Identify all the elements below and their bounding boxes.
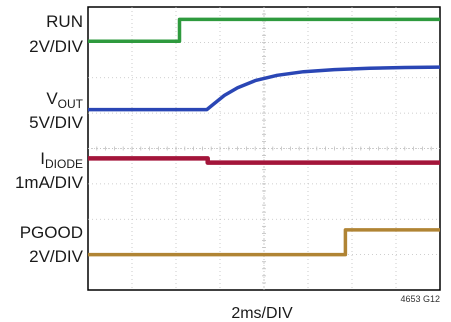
idiode-label: IDIODE bbox=[40, 149, 83, 171]
run-scale-label: 2V/DIV bbox=[29, 37, 84, 56]
idiode-trace bbox=[88, 156, 440, 165]
pgood-trace bbox=[88, 228, 440, 257]
run-trace bbox=[88, 17, 440, 44]
idiode-label-main: I bbox=[40, 149, 45, 168]
graticule bbox=[87, 6, 441, 291]
vout-scale-label: 5V/DIV bbox=[29, 113, 84, 132]
vout-label: VOUT bbox=[46, 89, 83, 111]
vout-trace bbox=[88, 65, 441, 112]
idiode-label-sub: DIODE bbox=[45, 157, 83, 171]
x-axis-label: 2ms/DIV bbox=[231, 305, 293, 322]
idiode-scale-label: 1mA/DIV bbox=[15, 173, 84, 192]
vout-label-sub: OUT bbox=[58, 97, 84, 111]
run-label: RUN bbox=[46, 12, 83, 31]
pgood-scale-label: 2V/DIV bbox=[29, 247, 84, 266]
pgood-label: PGOOD bbox=[20, 223, 83, 242]
traces bbox=[88, 17, 441, 257]
figure-id: 4653 G12 bbox=[400, 294, 440, 304]
vout-label-main: V bbox=[46, 89, 58, 108]
